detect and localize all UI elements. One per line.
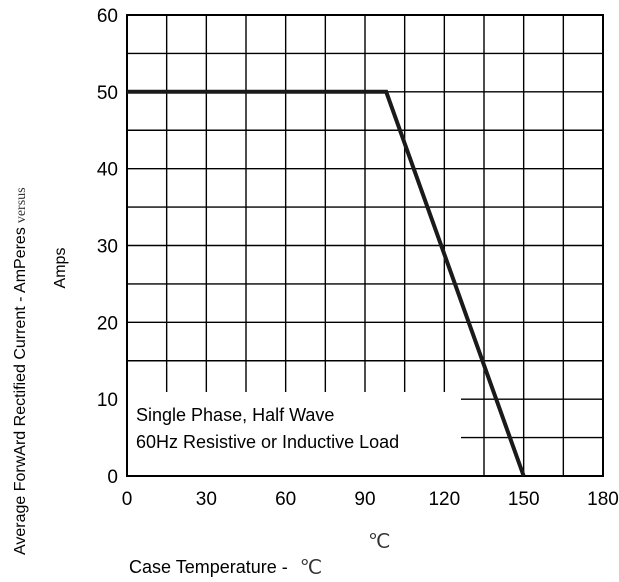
x-unit-celsius-upper: ℃	[368, 531, 390, 553]
x-tick-label: 30	[196, 489, 217, 510]
x-tick-label: 0	[122, 489, 133, 510]
annotation-line-2: 60Hz Resistive or Inductive Load	[136, 432, 399, 452]
plot-frame	[126, 14, 604, 477]
y-axis-label-amps: Amps	[52, 248, 69, 289]
x-tick-label: 150	[508, 489, 540, 510]
y-tick-label: 10	[97, 390, 118, 411]
y-tick-label: 30	[97, 237, 118, 258]
x-tick-labels: 0 30 60 90 120 150 180	[122, 489, 619, 510]
x-tick-label: 60	[275, 489, 296, 510]
y-tick-label: 50	[97, 83, 118, 104]
y-tick-label: 60	[97, 6, 118, 27]
series-line	[127, 89, 526, 477]
x-tick-label: 120	[428, 489, 460, 510]
x-axis-label: Case Temperature -	[129, 557, 288, 577]
y-axis-label-suffix: versus	[14, 187, 29, 223]
y-tick-label: 20	[97, 313, 118, 334]
y-tick-label: 40	[97, 160, 118, 181]
x-axis-label-unit: ℃	[300, 557, 322, 579]
y-tick-labels: 0 10 20 30 40 50 60	[97, 6, 118, 488]
y-tick-label: 0	[107, 467, 118, 488]
x-tick-label: 180	[587, 489, 619, 510]
annotation-line-1: Single Phase, Half Wave	[136, 405, 334, 425]
annotation-box	[128, 392, 461, 475]
y-axis-label: Average ForwArd Rectified Current - AmPe…	[12, 227, 29, 555]
x-tick-label: 90	[354, 489, 375, 510]
